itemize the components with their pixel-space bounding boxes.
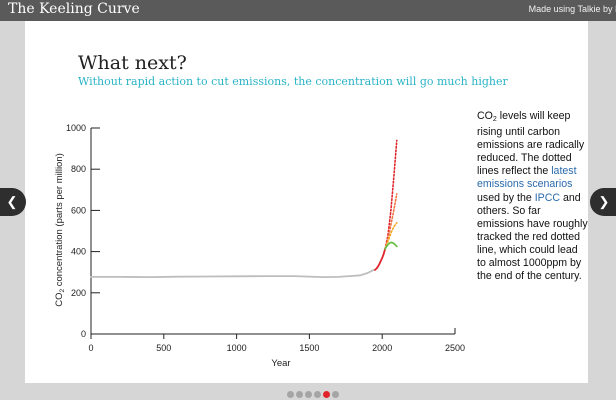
chart-xlabel: Year	[271, 358, 290, 369]
ipcc-link[interactable]: IPCC	[534, 191, 561, 204]
made-using-credit[interactable]: Made using Talkie by Kin	[528, 4, 616, 14]
x-tick-label: 2000	[372, 343, 392, 353]
pagination-dot[interactable]	[314, 391, 321, 398]
ylabel-sub: 2	[59, 289, 66, 293]
x-tick-label: 500	[156, 343, 171, 353]
chart-ylabel: CO2 concentration (parts per million)	[54, 153, 66, 307]
app-title: The Keeling Curve	[8, 1, 140, 17]
desc-co: CO	[477, 110, 493, 122]
x-tick-label: 0	[88, 343, 93, 353]
slide-pagination	[287, 391, 339, 398]
y-tick-label: 0	[81, 329, 86, 339]
desc-part-2: used by the	[477, 191, 535, 204]
previous-slide-button[interactable]: ❮	[0, 188, 26, 216]
x-tick-label: 1000	[227, 343, 247, 353]
emissions-scenarios-link[interactable]: latest emissions scenarios	[477, 165, 577, 191]
chevron-left-icon: ❮	[6, 194, 18, 209]
x-tick-label: 1500	[299, 343, 319, 353]
top-bar: The Keeling Curve Made using Talkie by K…	[0, 0, 616, 21]
series-medium-scenario	[384, 222, 398, 250]
pagination-dot[interactable]	[287, 391, 294, 398]
pagination-dot[interactable]	[332, 391, 339, 398]
series-historic-ice-core-	[90, 269, 375, 279]
series-high-scenario	[384, 139, 398, 250]
y-tick-label: 400	[71, 247, 86, 257]
ylabel-suffix: concentration (parts per million)	[54, 153, 65, 289]
desc-co-sub: 2	[492, 116, 497, 123]
y-tick-label: 200	[71, 288, 86, 298]
series-observed	[373, 247, 387, 271]
pagination-dot[interactable]	[323, 391, 330, 398]
pagination-dot[interactable]	[305, 391, 312, 398]
slide-title: What next?	[78, 52, 187, 74]
pagination-dot[interactable]	[296, 391, 303, 398]
slide-card	[25, 21, 588, 383]
y-tick-label: 800	[71, 164, 86, 174]
y-tick-label: 600	[71, 205, 86, 215]
description-text: CO2 levels will keep rising until carbon…	[477, 110, 589, 283]
x-tick-label: 2500	[445, 343, 465, 353]
ylabel-prefix: CO	[54, 293, 65, 307]
chevron-right-icon: ❯	[598, 194, 610, 209]
desc-part-3: and others. So far emissions have roughl…	[477, 191, 588, 283]
slide-subtitle: Without rapid action to cut emissions, t…	[78, 75, 508, 88]
next-slide-button[interactable]: ❯	[590, 188, 616, 216]
y-tick-label: 1000	[66, 123, 86, 133]
desc-part-1: levels will keep rising until carbon emi…	[477, 110, 585, 178]
series-low-scenario	[384, 241, 398, 250]
